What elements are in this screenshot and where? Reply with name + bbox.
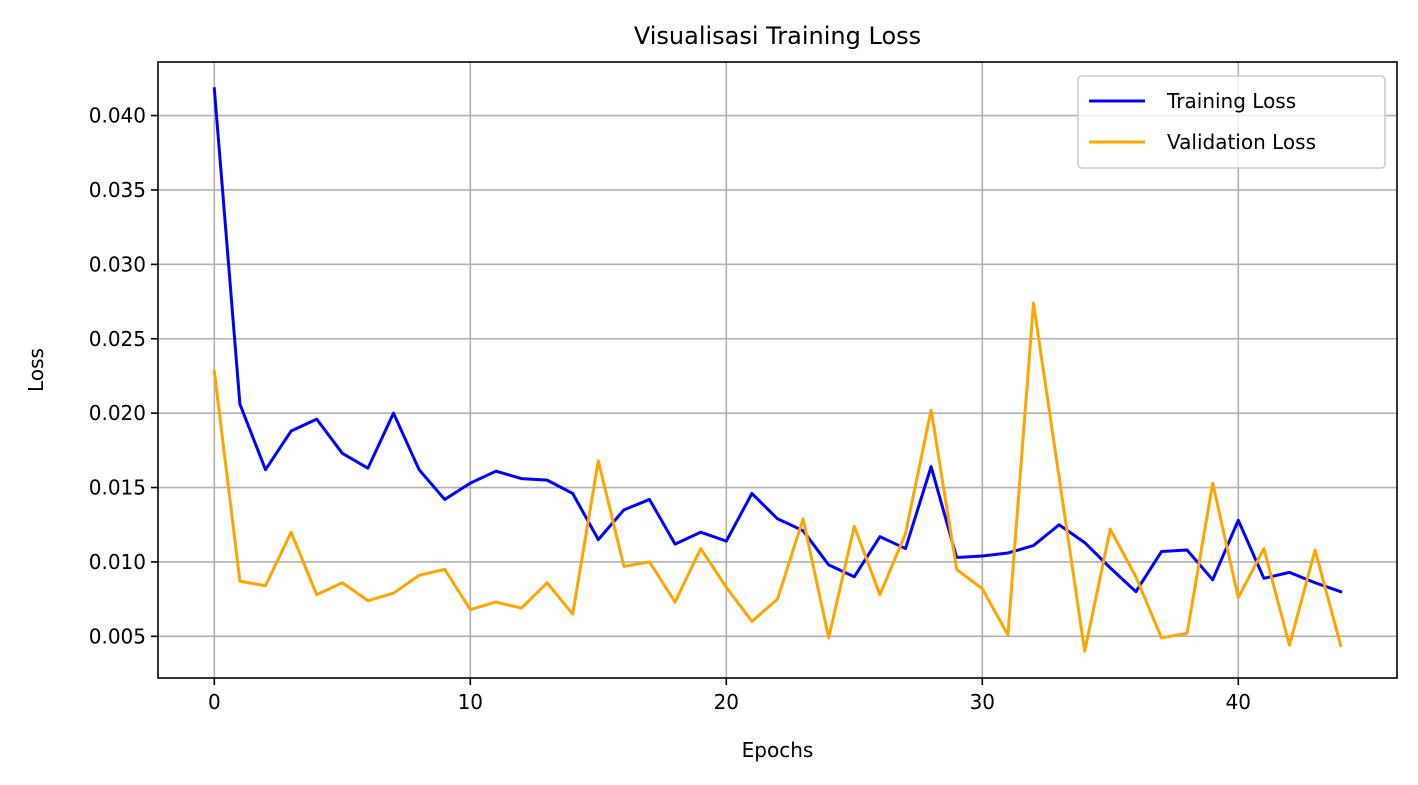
- legend-label-validation-loss: Validation Loss: [1167, 130, 1316, 154]
- y-tick-label: 0.020: [89, 401, 146, 425]
- y-axis-title: Loss: [24, 348, 48, 392]
- chart-title: Visualisasi Training Loss: [634, 22, 921, 50]
- axis-ticks: 0 10 20 30 40 0.005 0.010 0.015 0.020 0.025 0.030 0…: [89, 104, 1251, 714]
- legend-box: [1077, 75, 1386, 169]
- x-tick-label: 0: [208, 690, 221, 714]
- y-tick-label: 0.015: [89, 476, 146, 500]
- y-tick-label: 0.010: [89, 550, 146, 574]
- grid: [158, 62, 1397, 678]
- legend-label-training-loss: Training Loss: [1166, 89, 1296, 113]
- y-tick-label: 0.030: [89, 252, 146, 276]
- x-axis-title: Epochs: [742, 738, 814, 762]
- x-tick-label: 40: [1226, 690, 1251, 714]
- y-tick-label: 0.035: [89, 178, 146, 202]
- series-line-validation-loss: [212, 301, 1343, 653]
- x-tick-label: 20: [714, 690, 739, 714]
- y-tick-label: 0.040: [89, 104, 146, 128]
- x-tick-label: 10: [458, 690, 483, 714]
- x-tick-label: 30: [970, 690, 995, 714]
- legend: Training Loss Validation Loss: [1077, 75, 1386, 169]
- y-tick-label: 0.025: [89, 327, 146, 351]
- plot-area-frame: [157, 61, 1398, 679]
- series-line-training-loss: [212, 87, 1343, 594]
- series-layer: [212, 87, 1343, 653]
- y-tick-label: 0.005: [89, 624, 146, 648]
